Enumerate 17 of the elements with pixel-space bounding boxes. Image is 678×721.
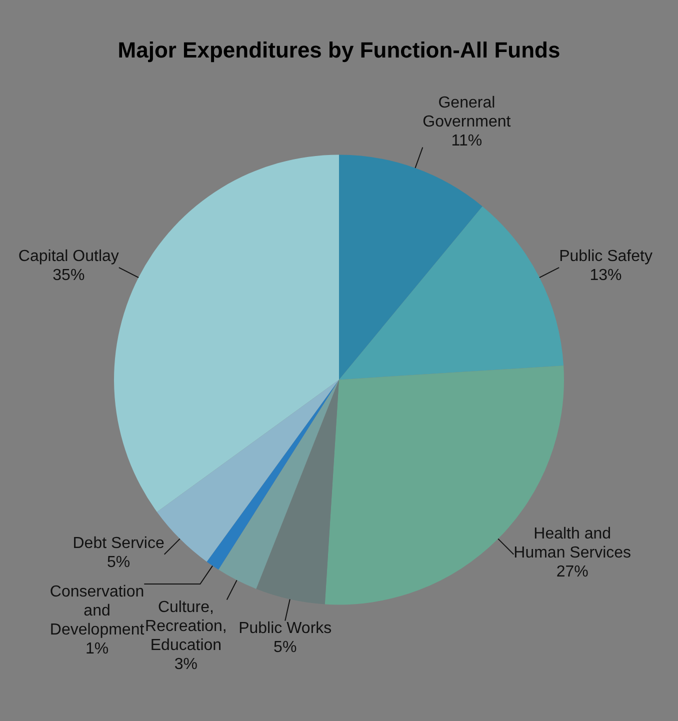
slice-label: Public Safety <box>559 248 652 265</box>
slice-label: Debt Service <box>72 534 164 552</box>
data-label: 35% <box>52 266 85 284</box>
slice-label: Conservation and Development <box>50 583 145 638</box>
slice-label: General Government <box>422 94 512 131</box>
chart-title: Major Expenditures by Function-All Funds <box>118 37 560 62</box>
data-label: 13% <box>590 266 622 284</box>
data-label: 5% <box>274 639 297 656</box>
slice-label: Capital Outlay <box>18 248 119 265</box>
slice-label: Health and Human Services <box>514 525 632 562</box>
data-label: 5% <box>106 554 130 571</box>
data-label: 3% <box>174 656 198 674</box>
data-label: 1% <box>85 640 109 658</box>
slice-label: Culture, Recreation, Education <box>145 599 227 654</box>
data-label: 27% <box>556 563 588 580</box>
data-label: 11% <box>451 132 482 150</box>
slice-label: Public Works <box>238 620 332 638</box>
